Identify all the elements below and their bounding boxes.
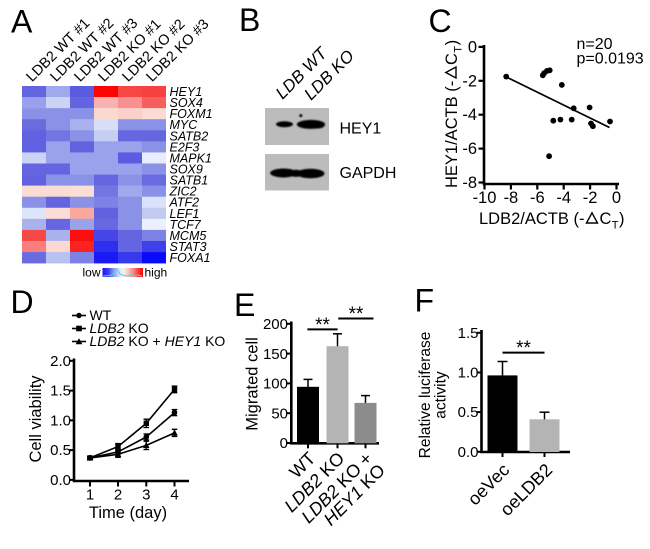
svg-text:1: 1 <box>86 487 94 504</box>
svg-text:FOXA1: FOXA1 <box>170 251 211 265</box>
svg-text:SOX9: SOX9 <box>170 163 203 177</box>
svg-text:Time (day): Time (day) <box>89 504 167 522</box>
svg-text:2: 2 <box>114 487 122 504</box>
svg-text:p=0.0193: p=0.0193 <box>577 51 644 68</box>
svg-text:MAPK1: MAPK1 <box>170 152 212 166</box>
svg-text:1.5: 1.5 <box>458 325 479 342</box>
svg-text:1.5: 1.5 <box>50 383 71 400</box>
svg-text:-2: -2 <box>462 72 477 90</box>
svg-text:T: T <box>612 220 619 232</box>
svg-text:activity: activity <box>433 371 450 419</box>
svg-text:WT: WT <box>90 307 112 323</box>
svg-text:SATB1: SATB1 <box>170 174 209 188</box>
svg-text:E: E <box>234 287 255 323</box>
svg-text:ATF2: ATF2 <box>169 196 200 210</box>
svg-text:1.0: 1.0 <box>50 412 71 429</box>
svg-text:1.0: 1.0 <box>458 365 479 382</box>
svg-text:n=20: n=20 <box>577 36 613 53</box>
svg-text:-4: -4 <box>462 106 477 124</box>
svg-text:LDB2 KO + HEY1 KO: LDB2 KO + HEY1 KO <box>90 333 226 349</box>
svg-text:0: 0 <box>612 189 621 207</box>
svg-text:0: 0 <box>468 38 477 56</box>
svg-text:SOX4: SOX4 <box>170 96 203 110</box>
svg-text:MCM5: MCM5 <box>170 229 207 243</box>
svg-text:D: D <box>11 284 34 320</box>
svg-text:C: C <box>600 210 612 228</box>
svg-text:A: A <box>11 4 33 40</box>
svg-text:-8: -8 <box>504 189 519 207</box>
svg-text:-8: -8 <box>462 174 477 192</box>
svg-text:2.0: 2.0 <box>50 353 71 370</box>
svg-text:): ) <box>619 210 625 228</box>
svg-text:0.0: 0.0 <box>50 472 71 489</box>
svg-text:0.5: 0.5 <box>50 442 71 459</box>
svg-text:): ) <box>443 40 461 46</box>
svg-text:-6: -6 <box>462 140 477 158</box>
svg-text:B: B <box>239 2 260 38</box>
svg-text:0.0: 0.0 <box>458 444 479 461</box>
svg-text:ZIC2: ZIC2 <box>169 185 197 199</box>
svg-text:HEY1: HEY1 <box>340 121 382 138</box>
svg-text:**: ** <box>315 315 330 336</box>
svg-text:0.5: 0.5 <box>458 404 479 421</box>
svg-text:LDB2 KO: LDB2 KO <box>90 320 149 336</box>
svg-text:MYC: MYC <box>170 118 199 132</box>
svg-text:Relative luciferase: Relative luciferase <box>417 332 434 459</box>
svg-text:**: ** <box>349 304 364 325</box>
svg-text:50: 50 <box>271 405 288 422</box>
svg-text:-4: -4 <box>556 189 571 207</box>
svg-text:100: 100 <box>263 376 288 393</box>
svg-text:Cell viability: Cell viability <box>27 375 45 463</box>
svg-text:FOXM1: FOXM1 <box>170 107 213 121</box>
svg-text:STAT3: STAT3 <box>170 240 207 254</box>
svg-text:T: T <box>453 46 465 53</box>
svg-text:200: 200 <box>263 316 288 333</box>
svg-text:0: 0 <box>280 435 288 452</box>
svg-text:SATB2: SATB2 <box>170 129 209 143</box>
svg-text:Migrated cell: Migrated cell <box>244 337 262 431</box>
svg-text:high: high <box>145 266 168 280</box>
svg-text:TCF7: TCF7 <box>170 218 202 232</box>
svg-text:150: 150 <box>263 346 288 363</box>
svg-text:-10: -10 <box>473 189 497 207</box>
svg-text:HEY1: HEY1 <box>170 85 203 99</box>
svg-text:C: C <box>429 3 452 39</box>
svg-text:low: low <box>82 266 100 280</box>
svg-text:**: ** <box>516 338 531 359</box>
svg-text:4: 4 <box>170 487 178 504</box>
svg-text:-6: -6 <box>530 189 545 207</box>
svg-text:F: F <box>415 283 435 319</box>
svg-text:3: 3 <box>142 487 150 504</box>
svg-text:-2: -2 <box>583 189 598 207</box>
svg-text:LEF1: LEF1 <box>170 207 200 221</box>
svg-text:HEY1/ACTB (-: HEY1/ACTB (- <box>443 81 461 188</box>
svg-text:LDB2/ACTB (-: LDB2/ACTB (- <box>479 210 584 228</box>
svg-text:C: C <box>443 53 461 65</box>
svg-text:E2F3: E2F3 <box>170 140 200 154</box>
svg-text:GAPDH: GAPDH <box>340 165 397 182</box>
